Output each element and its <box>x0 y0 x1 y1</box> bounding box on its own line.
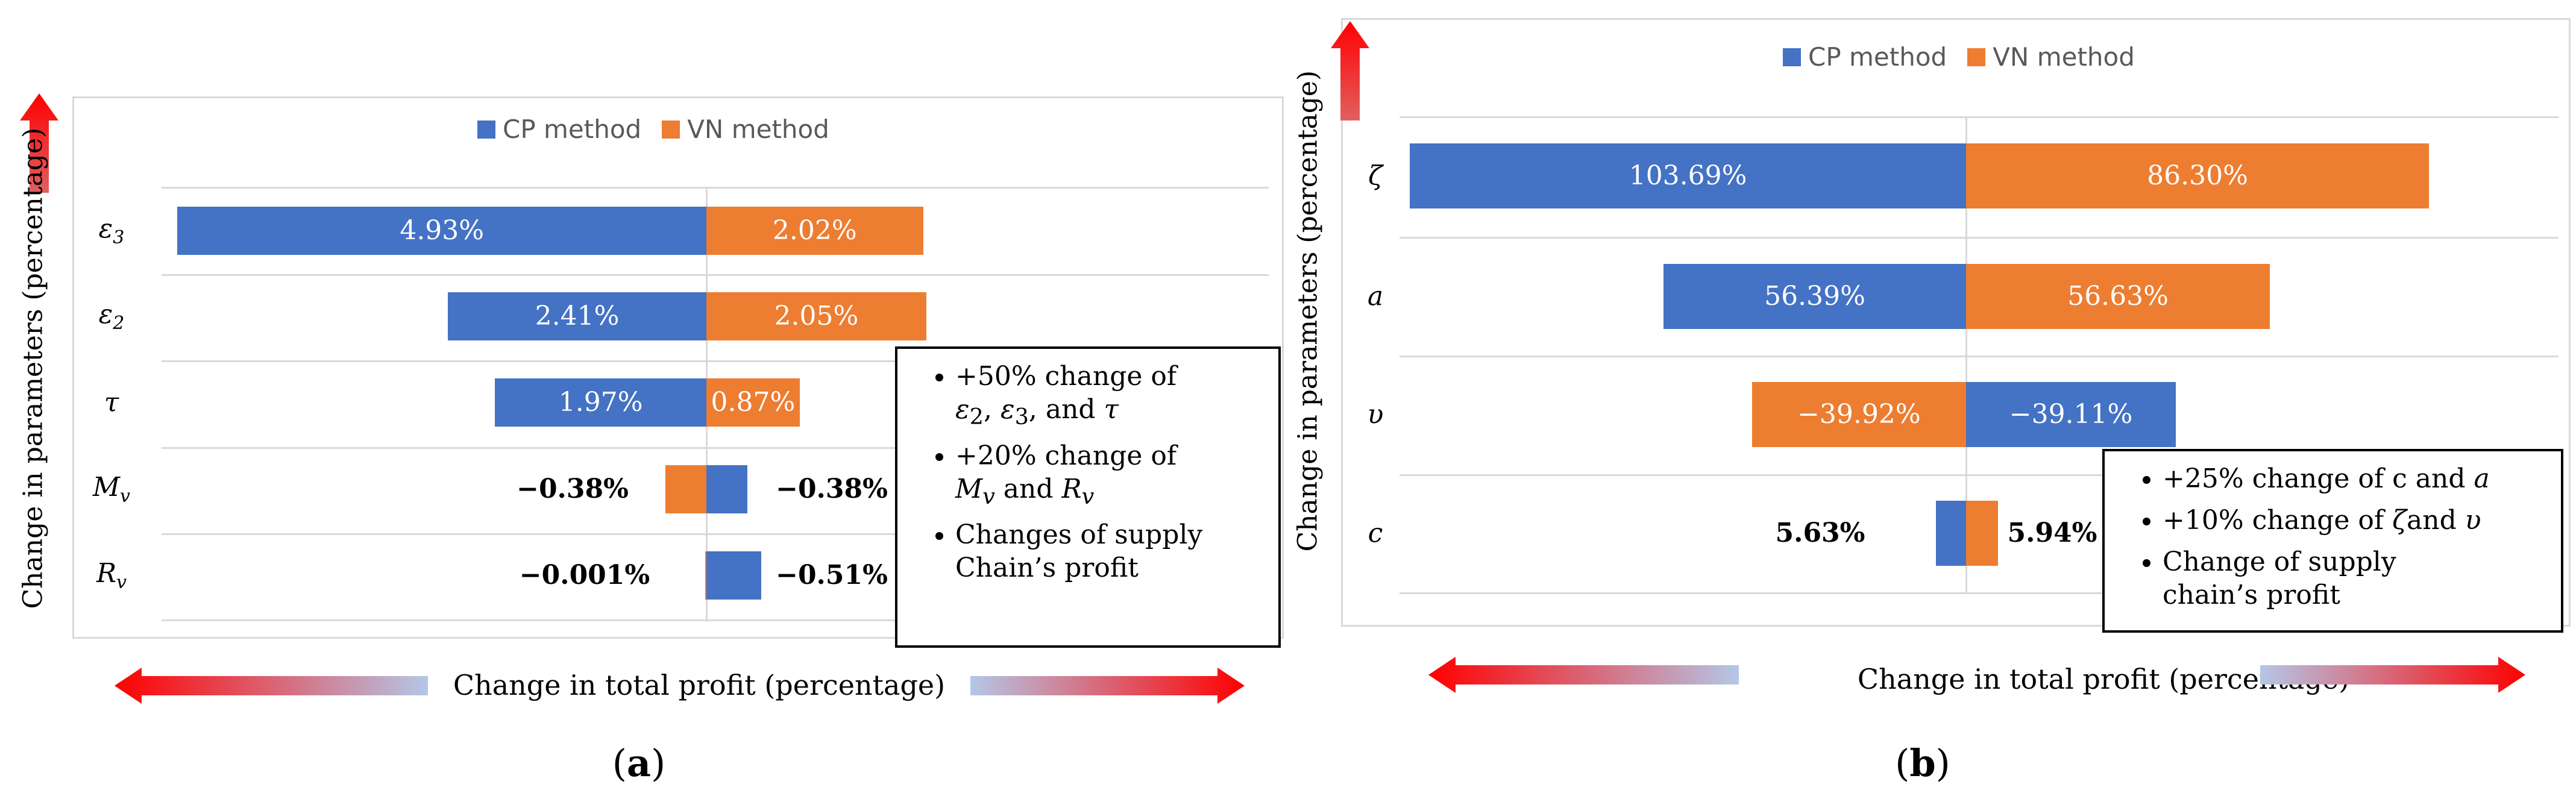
bar-vn <box>1966 264 2270 329</box>
legend-item-vn: VN method <box>662 114 829 144</box>
bar-value-label: 56.39% <box>1764 281 1865 312</box>
category-label: c <box>1368 518 1383 549</box>
panel-letter: b <box>1909 741 1936 785</box>
gridline <box>1400 592 2559 594</box>
gridline <box>1400 356 2559 357</box>
panel-label-a: (a) <box>612 741 666 785</box>
x-axis-title: Change in total profit (percentage) <box>1857 663 2350 695</box>
bar-cp <box>706 465 747 513</box>
bar-cp <box>448 292 706 340</box>
bar-value-label: 2.02% <box>772 215 857 246</box>
bar-value-label: 2.41% <box>535 301 620 331</box>
zero-axis-line <box>1965 116 1967 592</box>
bar-cp <box>1410 143 1966 208</box>
category-label: ζ <box>1368 160 1383 192</box>
bar-value-label: −39.92% <box>1797 399 1921 430</box>
right-arrow <box>970 668 1245 704</box>
bar-cp <box>1935 501 1966 566</box>
bar-vn <box>665 465 706 513</box>
bar-vn <box>1966 501 1998 566</box>
legend-swatch <box>662 120 680 139</box>
category-label: ε2 <box>98 299 125 334</box>
bar-cp <box>1663 264 1966 329</box>
bar-value-label: 86.30% <box>2147 160 2248 191</box>
note-item: +10% change of ζand υ <box>2163 504 2549 537</box>
legend: CP method VN method <box>477 114 829 144</box>
bar-value-label: 5.94% <box>2007 518 2097 548</box>
category-label: υ <box>1367 399 1384 430</box>
legend-item-cp: CP method <box>1783 42 1947 72</box>
legend-label: CP method <box>1808 42 1947 72</box>
panel-letter: a <box>626 741 652 785</box>
bar-value-label: 2.05% <box>774 301 859 331</box>
panel-label-b: (b) <box>1895 741 1950 785</box>
legend-swatch <box>1967 48 1986 66</box>
bar-value-label: 1.97% <box>558 387 643 418</box>
left-arrow <box>1428 657 1739 693</box>
x-axis-title: Change in total profit (percentage) <box>453 669 946 701</box>
category-label: a <box>1367 281 1384 312</box>
gridline <box>162 360 1269 362</box>
bar-value-label: −0.51% <box>776 560 888 591</box>
bar-value-label: −0.001% <box>519 560 650 591</box>
bar-vn <box>706 378 800 427</box>
bar-value-label: 56.63% <box>2067 281 2169 312</box>
gridline <box>162 447 1269 449</box>
gridline <box>162 187 1269 189</box>
legend-swatch <box>477 120 495 139</box>
bar-cp <box>706 551 761 600</box>
bar-vn <box>706 207 923 255</box>
gridline <box>1400 116 2559 118</box>
bar-value-label: −0.38% <box>776 474 888 504</box>
bar-vn <box>1966 143 2430 208</box>
bar-value-label: −0.38% <box>517 474 629 504</box>
bar-vn <box>706 292 926 340</box>
legend-label: VN method <box>687 114 829 144</box>
category-label: Rv <box>96 558 127 593</box>
y-axis-title: Change in parameters (percentage) <box>17 127 49 609</box>
bar-value-label: 4.93% <box>400 215 485 246</box>
bar-value-label: −39.11% <box>2009 399 2133 430</box>
bar-cp <box>1966 382 2176 447</box>
bar-cp <box>495 378 706 427</box>
legend-label: CP method <box>503 114 642 144</box>
legend-note-box: +25% change of c and a +10% change of ζan… <box>2102 449 2563 633</box>
bar-vn <box>705 551 706 600</box>
gridline <box>1400 237 2559 239</box>
y-axis-title: Change in parameters (percentage) <box>1292 70 1324 552</box>
legend-item-vn: VN method <box>1967 42 2135 72</box>
note-list: +25% change of c and a +10% change of ζan… <box>2120 462 2549 612</box>
legend-item-cp: CP method <box>477 114 641 144</box>
legend-label: VN method <box>1993 42 2135 72</box>
legend-swatch <box>1783 48 1801 66</box>
bar-value-label: 0.87% <box>711 387 796 418</box>
bar-value-label: 5.63% <box>1775 518 1865 548</box>
note-item: +25% change of c and a <box>2163 462 2549 495</box>
category-label: Mv <box>92 472 131 507</box>
bar-vn <box>1751 382 1966 447</box>
category-label: ε3 <box>98 213 125 248</box>
category-label: τ <box>104 387 119 418</box>
gridline <box>162 274 1269 276</box>
bar-value-label: 103.69% <box>1629 160 1747 191</box>
left-arrow <box>115 668 428 704</box>
legend: CP method VN method <box>1783 42 2135 72</box>
gridline <box>162 619 1269 621</box>
bar-cp <box>177 207 706 255</box>
gridline <box>162 533 1269 535</box>
gridline <box>1400 474 2559 476</box>
